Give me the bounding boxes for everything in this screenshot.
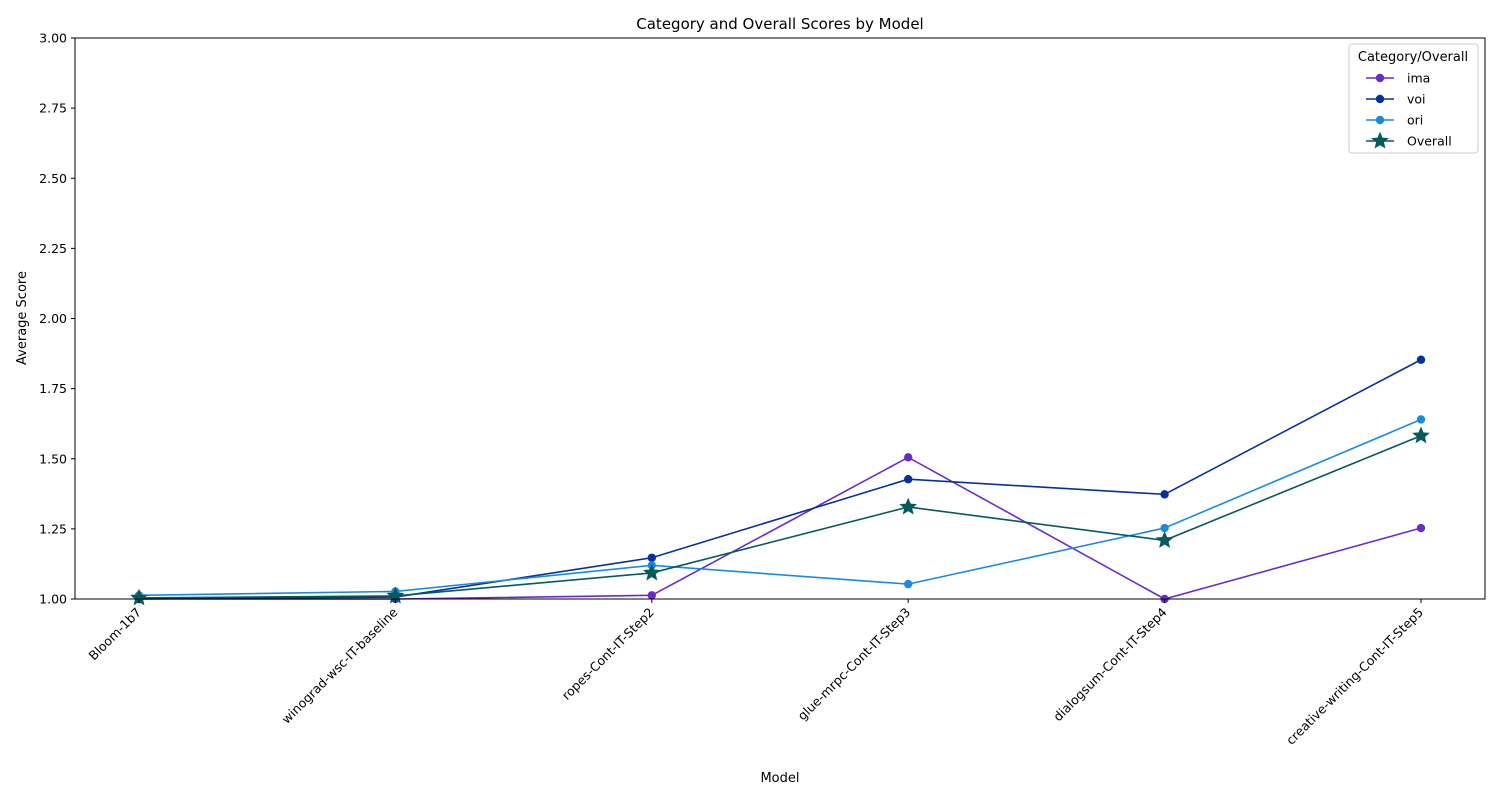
legend-item-overall: Overall: [1366, 131, 1452, 149]
legend-item-ima: ima: [1366, 71, 1430, 86]
y-tick-label: 2.75: [39, 101, 67, 116]
y-axis: 1.00 1.25 1.50 1.75 2.00 2.25 2.50 2.75 3.00: [39, 31, 75, 607]
x-axis: Bloom-1b7 winograd-wsc-IT-baseline ropes-C…: [86, 599, 1426, 748]
data-point: [1155, 531, 1174, 548]
chart-title: Category and Overall Scores by Model: [636, 15, 923, 33]
plot-area: [130, 355, 1430, 606]
data-point: [1416, 355, 1426, 364]
legend-label: Overall: [1407, 134, 1452, 149]
x-tick-label: glue-mrpc-Cont-IT-Step3: [795, 605, 914, 724]
legend-title: Category/Overall: [1358, 50, 1468, 65]
series-line: [138, 418, 1422, 597]
y-tick-label: 3.00: [39, 31, 67, 46]
legend-marker: [1375, 115, 1385, 125]
legend-label: ori: [1407, 113, 1423, 128]
data-point: [647, 591, 656, 600]
x-tick-label: winograd-wsc-IT-baseline: [278, 604, 400, 726]
x-tick-label: ropes-Cont-IT-Step2: [559, 605, 657, 703]
y-tick-label: 1.00: [39, 592, 67, 607]
legend-marker: [1375, 94, 1385, 104]
x-tick-label: dialogsum-Cont-IT-Step4: [1050, 604, 1170, 724]
plot-frame: [74, 37, 1486, 600]
legend-item-ori: ori: [1366, 113, 1423, 128]
data-point: [904, 453, 913, 462]
legend-label: ima: [1407, 71, 1430, 86]
data-point: [1160, 523, 1169, 533]
y-tick-label: 2.00: [39, 311, 67, 326]
legend-item-voi: voi: [1366, 92, 1426, 107]
series-ori: [134, 415, 1426, 600]
x-tick-label: creative-writing-Cont-IT-Step5: [1283, 605, 1426, 748]
y-tick-label: 1.50: [39, 451, 67, 466]
data-point: [904, 579, 913, 589]
series-line: [138, 435, 1422, 599]
data-point: [904, 475, 913, 484]
y-tick-label: 2.50: [39, 171, 67, 186]
data-point: [1416, 415, 1426, 424]
legend-marker: [1371, 131, 1389, 149]
y-tick-label: 1.75: [39, 381, 67, 396]
data-point: [1416, 523, 1426, 533]
data-point: [899, 497, 918, 515]
data-point: [1160, 490, 1169, 499]
x-tick-label: Bloom-1b7: [86, 605, 145, 664]
data-point: [642, 563, 661, 581]
series-line: [138, 359, 1422, 600]
legend: Category/Overall ima voi ori Overall: [1348, 43, 1479, 154]
series-line: [139, 456, 1422, 600]
legend-label: voi: [1407, 92, 1426, 107]
legend-marker: [1375, 73, 1385, 83]
data-point: [647, 553, 656, 562]
series-ima: [134, 453, 1426, 604]
y-tick-label: 2.25: [39, 241, 67, 256]
series-overall: [130, 426, 1430, 606]
y-tick-label: 1.25: [39, 521, 67, 536]
series-voi: [134, 355, 1426, 604]
y-axis-label: Average Score: [15, 271, 30, 365]
x-axis-label: Model: [760, 771, 799, 786]
legend-box: [1348, 43, 1479, 154]
data-point: [1412, 426, 1430, 444]
